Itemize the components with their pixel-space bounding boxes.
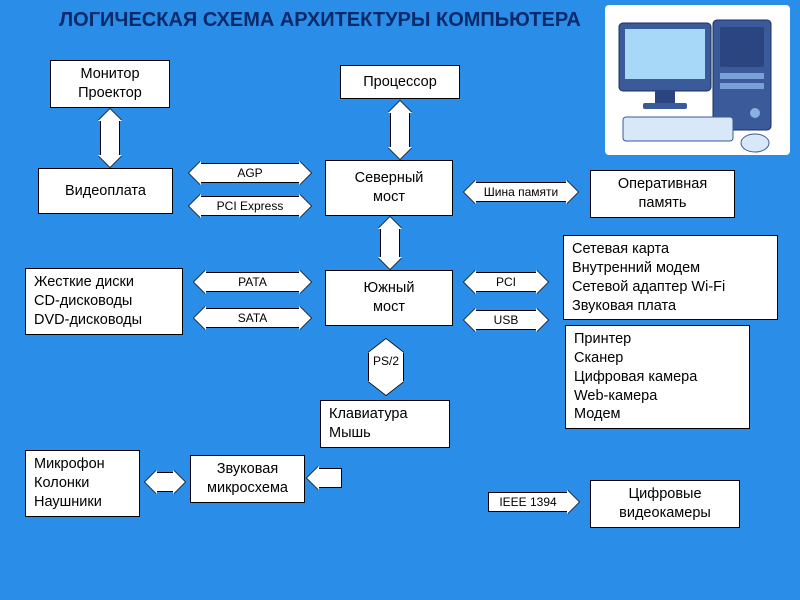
node-line: Северный bbox=[355, 169, 424, 188]
node-ram: Оперативнаяпамять bbox=[590, 170, 735, 218]
computer-illustration bbox=[605, 5, 790, 155]
node-line: Проектор bbox=[78, 84, 142, 103]
arrow-agp: AGP bbox=[200, 163, 300, 183]
node-line: Южный bbox=[364, 279, 415, 298]
node-south-bridge: Южныймост bbox=[325, 270, 453, 326]
diagram-title: ЛОГИЧЕСКАЯ СХЕМА АРХИТЕКТУРЫ КОМПЬЮТЕРА bbox=[50, 8, 590, 33]
node-line: Оперативная bbox=[618, 175, 707, 194]
node-line: Принтер bbox=[574, 330, 741, 349]
arrow-sata: SATA bbox=[205, 308, 300, 328]
node-line: Видеоплата bbox=[65, 182, 146, 201]
arrow-memory-bus: Шина памяти bbox=[475, 182, 567, 202]
node-usb-devices: ПринтерСканерЦифровая камераWeb-камераМо… bbox=[565, 325, 750, 429]
node-line: Звуковая плата bbox=[572, 297, 769, 316]
arrow-pata: PATA bbox=[205, 272, 300, 292]
node-line: Колонки bbox=[34, 474, 131, 493]
node-cpu: Процессор bbox=[340, 65, 460, 99]
node-line: Сетевая карта bbox=[572, 240, 769, 259]
node-line: Монитор bbox=[80, 65, 139, 84]
node-line: Внутренний модем bbox=[572, 259, 769, 278]
node-line: Цифровая камера bbox=[574, 368, 741, 387]
node-line: память bbox=[639, 194, 687, 213]
node-line: Модем bbox=[574, 405, 741, 424]
node-line: мост bbox=[373, 188, 405, 207]
node-line: Сканер bbox=[574, 349, 741, 368]
arrow-cpu-north bbox=[390, 112, 410, 148]
arrow-ieee1394: IEEE 1394 bbox=[488, 492, 568, 512]
node-line: видеокамеры bbox=[619, 504, 711, 523]
arrow-north-south bbox=[380, 228, 400, 258]
node-line: микросхема bbox=[207, 479, 288, 498]
node-camcorders: Цифровыевидеокамеры bbox=[590, 480, 740, 528]
node-line: Сетевой адаптер Wi-Fi bbox=[572, 278, 769, 297]
node-line: Процессор bbox=[363, 73, 437, 92]
arrow-monitor-video bbox=[100, 120, 120, 156]
node-network-cards: Сетевая картаВнутренний модемСетевой ада… bbox=[563, 235, 778, 320]
node-north-bridge: Северныймост bbox=[325, 160, 453, 216]
node-line: Звуковая bbox=[217, 460, 278, 479]
node-drives: Жесткие дискиCD-дисководыDVD-дисководы bbox=[25, 268, 183, 335]
node-line: Микрофон bbox=[34, 455, 131, 474]
node-line: DVD-дисководы bbox=[34, 311, 174, 330]
node-sound-chip: Звуковаямикросхема bbox=[190, 455, 305, 503]
node-video: Видеоплата bbox=[38, 168, 173, 214]
node-keyboard-mouse: КлавиатураМышь bbox=[320, 400, 450, 448]
arrow-mic-sound bbox=[156, 472, 174, 492]
node-line: Мышь bbox=[329, 424, 441, 443]
arrow-ps2: PS/2 bbox=[368, 352, 404, 382]
arrow-sound-south bbox=[318, 468, 342, 488]
node-line: CD-дисководы bbox=[34, 292, 174, 311]
node-line: Жесткие диски bbox=[34, 273, 174, 292]
node-line: Цифровые bbox=[628, 485, 701, 504]
node-line: Наушники bbox=[34, 493, 131, 512]
node-audio-devices: МикрофонКолонкиНаушники bbox=[25, 450, 140, 517]
node-line: Клавиатура bbox=[329, 405, 441, 424]
node-line: мост bbox=[373, 298, 405, 317]
node-line: Web-камера bbox=[574, 387, 741, 406]
arrow-usb: USB bbox=[475, 310, 537, 330]
node-monitor: МониторПроектор bbox=[50, 60, 170, 108]
arrow-pci-express: PCI Express bbox=[200, 196, 300, 216]
arrow-pci: PCI bbox=[475, 272, 537, 292]
